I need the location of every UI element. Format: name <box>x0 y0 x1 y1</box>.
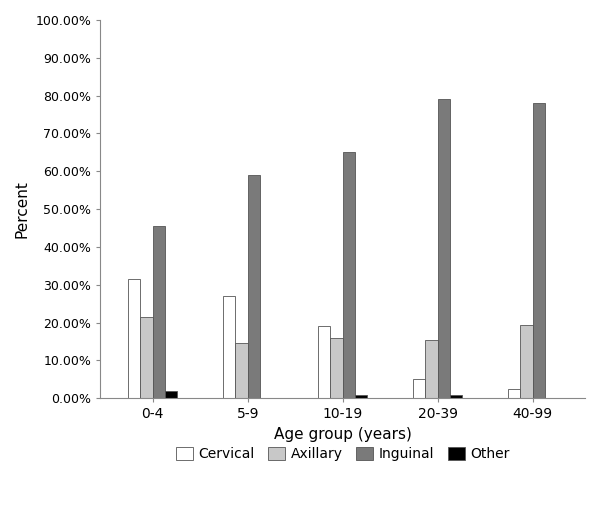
Bar <box>438 99 450 398</box>
Y-axis label: Percent: Percent <box>15 180 30 238</box>
Bar <box>355 394 367 398</box>
Bar <box>343 153 355 398</box>
Bar <box>153 226 165 398</box>
Legend: Cervical, Axillary, Inguinal, Other: Cervical, Axillary, Inguinal, Other <box>170 442 515 467</box>
Bar <box>533 103 545 398</box>
Bar <box>248 175 260 398</box>
Bar <box>425 340 438 398</box>
Bar <box>508 389 520 398</box>
Bar <box>165 391 178 398</box>
Bar <box>223 296 235 398</box>
X-axis label: Age group (years): Age group (years) <box>274 427 412 442</box>
Bar <box>413 379 425 398</box>
Bar <box>128 279 140 398</box>
Bar <box>450 394 463 398</box>
Bar <box>331 338 343 398</box>
Bar <box>520 325 533 398</box>
Bar <box>140 317 153 398</box>
Bar <box>318 326 331 398</box>
Bar <box>235 343 248 398</box>
